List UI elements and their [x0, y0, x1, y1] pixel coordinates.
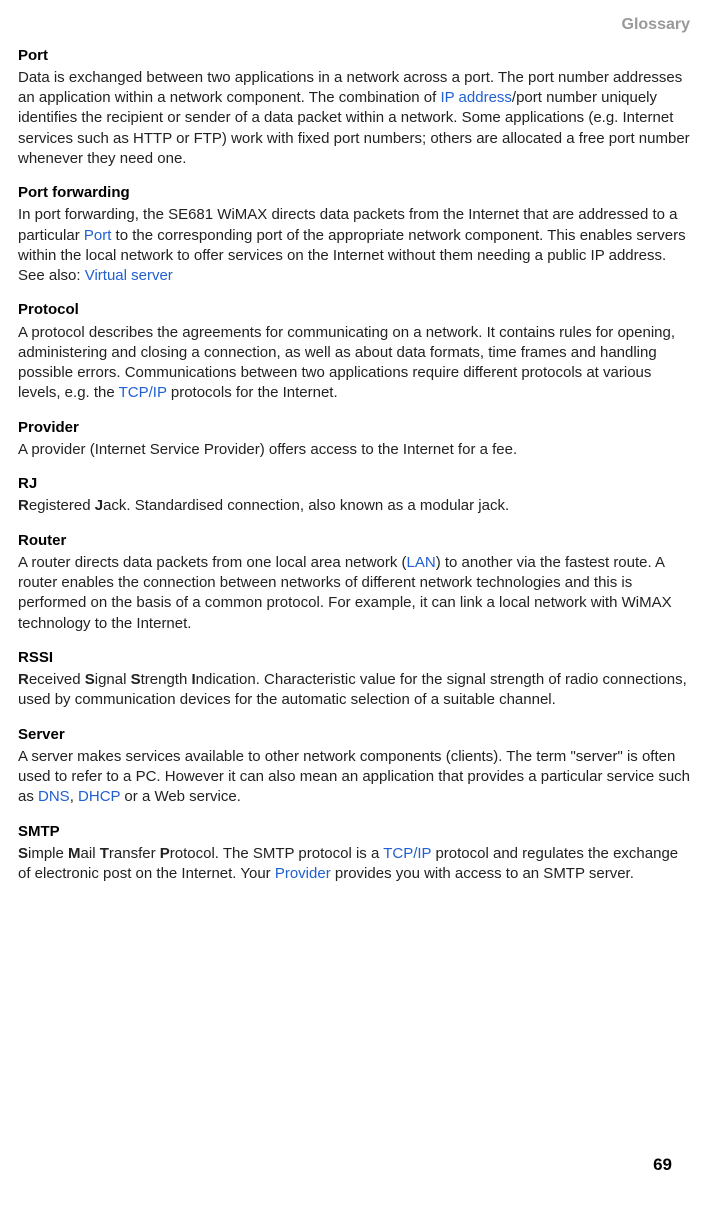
bold: R: [18, 671, 29, 688]
def-port-forwarding: In port forwarding, the SE681 WiMAX dire…: [18, 205, 690, 286]
def-rj: Registered Jack. Standardised connection…: [18, 496, 690, 516]
text: provides you with access to an SMTP serv…: [331, 865, 634, 882]
text: A protocol describes the agreements for …: [18, 324, 675, 402]
def-router: A router directs data packets from one l…: [18, 553, 690, 634]
glossary-entry: SMTP Simple Mail Transfer Protocol. The …: [18, 822, 690, 885]
def-smtp: Simple Mail Transfer Protocol. The SMTP …: [18, 844, 690, 885]
text: ack. Standardised connection, also known…: [103, 497, 509, 514]
bold: M: [68, 845, 81, 862]
text: ignal: [95, 671, 131, 688]
text: protocols for the Internet.: [167, 384, 338, 401]
link-virtual-server[interactable]: Virtual server: [85, 267, 173, 284]
text: ,: [70, 788, 78, 805]
link-lan[interactable]: LAN: [407, 554, 436, 571]
text: ail: [81, 845, 100, 862]
glossary-entry: Router A router directs data packets fro…: [18, 531, 690, 634]
glossary-entry: Port Data is exchanged between two appli…: [18, 46, 690, 170]
link-port[interactable]: Port: [84, 227, 112, 244]
text: ransfer: [109, 845, 160, 862]
term-provider: Provider: [18, 418, 690, 438]
page-header: Glossary: [18, 14, 690, 36]
text: imple: [28, 845, 68, 862]
term-rj: RJ: [18, 474, 690, 494]
term-router: Router: [18, 531, 690, 551]
glossary-entry: Server A server makes services available…: [18, 725, 690, 808]
bold: S: [85, 671, 95, 688]
text: or a Web service.: [120, 788, 241, 805]
term-port: Port: [18, 46, 690, 66]
glossary-entry: RJ Registered Jack. Standardised connect…: [18, 474, 690, 517]
text: A router directs data packets from one l…: [18, 554, 407, 571]
text: trength: [141, 671, 192, 688]
bold: T: [100, 845, 109, 862]
term-port-forwarding: Port forwarding: [18, 183, 690, 203]
bold: S: [18, 845, 28, 862]
def-port: Data is exchanged between two applicatio…: [18, 68, 690, 169]
def-rssi: Received Signal Strength Indication. Cha…: [18, 670, 690, 711]
term-smtp: SMTP: [18, 822, 690, 842]
text: rotocol. The SMTP protocol is a: [170, 845, 383, 862]
glossary-entry: Protocol A protocol describes the agreem…: [18, 300, 690, 403]
term-protocol: Protocol: [18, 300, 690, 320]
link-provider[interactable]: Provider: [275, 865, 331, 882]
def-server: A server makes services available to oth…: [18, 747, 690, 808]
bold: J: [95, 497, 103, 514]
glossary-entry: Port forwarding In port forwarding, the …: [18, 183, 690, 286]
bold: S: [131, 671, 141, 688]
glossary-entry: RSSI Received Signal Strength Indication…: [18, 648, 690, 711]
term-rssi: RSSI: [18, 648, 690, 668]
term-server: Server: [18, 725, 690, 745]
page-number: 69: [653, 1154, 672, 1177]
link-dhcp[interactable]: DHCP: [78, 788, 120, 805]
def-provider: A provider (Internet Service Provider) o…: [18, 440, 690, 460]
text: egistered: [29, 497, 95, 514]
link-dns[interactable]: DNS: [38, 788, 70, 805]
link-ip-address[interactable]: IP address: [440, 89, 511, 106]
def-protocol: A protocol describes the agreements for …: [18, 323, 690, 404]
link-tcpip[interactable]: TCP/IP: [119, 384, 167, 401]
glossary-entry: Provider A provider (Internet Service Pr…: [18, 418, 690, 461]
bold: P: [160, 845, 170, 862]
link-tcpip[interactable]: TCP/IP: [383, 845, 431, 862]
text: eceived: [29, 671, 85, 688]
bold: R: [18, 497, 29, 514]
